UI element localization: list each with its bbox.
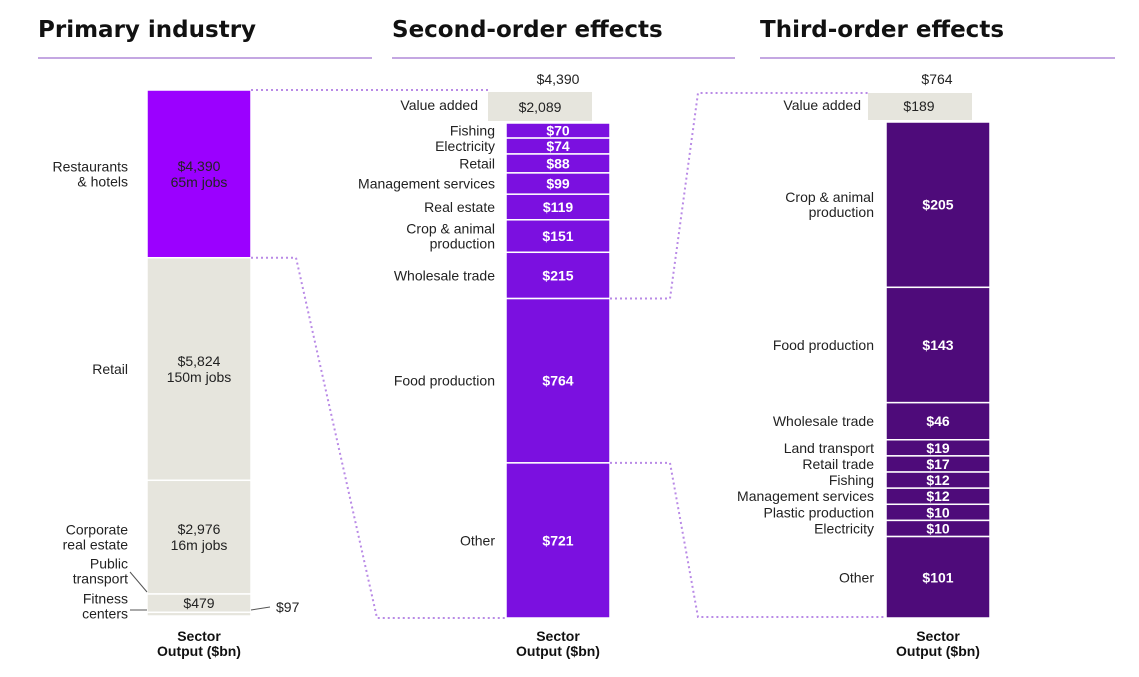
segment-value-label: $10 bbox=[926, 504, 950, 520]
bar-segment bbox=[505, 219, 611, 254]
segment-jobs-label: 16m jobs bbox=[171, 537, 228, 553]
segment-value-label: $12 bbox=[926, 488, 950, 504]
axis-label: Output ($bn) bbox=[516, 643, 600, 659]
category-label: real estate bbox=[63, 537, 129, 553]
value-added-box bbox=[488, 92, 592, 121]
bar-segment bbox=[885, 121, 991, 289]
segment-value-label: $5,824 bbox=[178, 353, 221, 369]
category-label: production bbox=[809, 204, 874, 220]
category-label: Crop & animal bbox=[406, 221, 495, 237]
category-label: production bbox=[430, 236, 495, 252]
category-label: Crop & animal bbox=[785, 189, 874, 205]
panel-title: Second-order effects bbox=[392, 17, 663, 43]
segment-value-label: $143 bbox=[922, 337, 953, 353]
bar-segment bbox=[505, 297, 611, 464]
segment-value-label: $10 bbox=[926, 520, 950, 536]
category-label: Fishing bbox=[829, 472, 874, 488]
category-label: Restaurants bbox=[53, 158, 128, 174]
value-added-label: Value added bbox=[400, 97, 478, 113]
category-label: Wholesale trade bbox=[773, 413, 874, 429]
axis-label: Output ($bn) bbox=[157, 643, 241, 659]
axis-label: Output ($bn) bbox=[896, 643, 980, 659]
leader-line bbox=[250, 606, 271, 611]
segment-jobs-label: 65m jobs bbox=[171, 174, 228, 190]
bar-segment bbox=[885, 535, 991, 619]
category-label: Land transport bbox=[784, 440, 874, 456]
category-label: Wholesale trade bbox=[394, 267, 495, 283]
segment-value-label: $88 bbox=[546, 155, 570, 171]
connector-line bbox=[251, 256, 506, 619]
total-label: $4,390 bbox=[537, 71, 580, 87]
segment-value-label: $12 bbox=[926, 472, 950, 488]
axis-label: Sector bbox=[916, 628, 960, 644]
bar-segment bbox=[146, 256, 252, 482]
category-label: Corporate bbox=[66, 522, 128, 538]
segment-value-label: $46 bbox=[926, 413, 950, 429]
segment-value-label: $2,976 bbox=[178, 521, 221, 537]
category-label: Fitness bbox=[83, 591, 128, 607]
segment-value-label: $99 bbox=[546, 176, 570, 192]
segment-value-label: $4,390 bbox=[178, 158, 221, 174]
category-label: transport bbox=[73, 571, 128, 587]
bar-segment bbox=[146, 611, 252, 617]
panel-title: Primary industry bbox=[38, 17, 256, 43]
segment-value-label: $17 bbox=[926, 456, 950, 472]
value-added-box bbox=[868, 93, 972, 120]
segment-jobs-label: 150m jobs bbox=[167, 369, 232, 385]
category-label: centers bbox=[82, 606, 128, 622]
connector-line bbox=[610, 461, 886, 618]
category-label: Public bbox=[90, 556, 128, 572]
leader-line bbox=[129, 571, 148, 593]
segment-value-label: $19 bbox=[926, 440, 950, 456]
segment-value-label: $97 bbox=[276, 599, 300, 615]
segment-value-label: $205 bbox=[922, 197, 953, 213]
category-label: & hotels bbox=[77, 173, 128, 189]
segment-value-label: $764 bbox=[542, 373, 573, 389]
category-label: Other bbox=[839, 569, 874, 585]
axis-label: Sector bbox=[536, 628, 580, 644]
bar-segment bbox=[505, 462, 611, 619]
bar-segment bbox=[505, 193, 611, 221]
category-label: Fishing bbox=[450, 123, 495, 139]
segment-value-label: $70 bbox=[546, 123, 570, 139]
panel-title: Third-order effects bbox=[760, 17, 1004, 43]
value-added-value: $189 bbox=[903, 98, 934, 114]
category-label: Other bbox=[460, 532, 495, 548]
segment-value-label: $101 bbox=[922, 569, 953, 585]
axis-label: Sector bbox=[177, 628, 221, 644]
category-label: Retail trade bbox=[802, 456, 874, 472]
category-label: Food production bbox=[773, 337, 874, 353]
category-label: Retail bbox=[92, 361, 128, 377]
connector-line bbox=[610, 92, 868, 300]
segment-value-label: $215 bbox=[542, 267, 573, 283]
category-label: Real estate bbox=[424, 199, 495, 215]
category-label: Management services bbox=[358, 176, 495, 192]
category-label: Electricity bbox=[814, 520, 874, 536]
segment-value-label: $151 bbox=[542, 228, 573, 244]
value-added-value: $2,089 bbox=[519, 99, 562, 115]
segment-value-label: $119 bbox=[543, 199, 574, 215]
total-label: $764 bbox=[921, 71, 952, 87]
category-label: Management services bbox=[737, 488, 874, 504]
segment-value-label: $721 bbox=[542, 532, 573, 548]
category-label: Plastic production bbox=[763, 504, 874, 520]
segment-value-label: $74 bbox=[546, 138, 570, 154]
category-label: Food production bbox=[394, 373, 495, 389]
category-label: Electricity bbox=[435, 138, 495, 154]
category-label: Retail bbox=[459, 155, 495, 171]
segment-value-label: $479 bbox=[183, 595, 214, 611]
value-added-label: Value added bbox=[783, 97, 861, 113]
